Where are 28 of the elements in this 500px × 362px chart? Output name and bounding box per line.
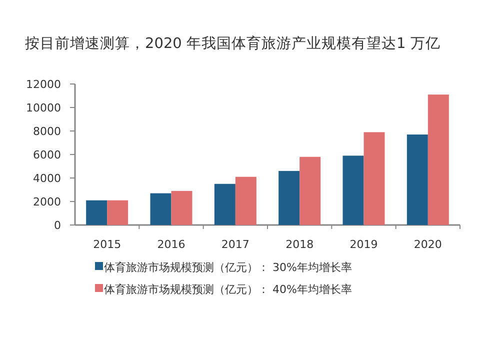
legend-label: 体育旅游市场规模预测（亿元）： 40%年均增长率	[104, 283, 352, 296]
bar	[278, 170, 300, 225]
bar	[406, 134, 428, 225]
x-tick-label: 2015	[93, 238, 122, 251]
x-tick-label: 2019	[350, 238, 378, 251]
x-tick-label: 2018	[286, 238, 314, 251]
bar	[342, 156, 364, 225]
bar	[107, 200, 128, 225]
bar	[235, 176, 256, 225]
y-tick-label: 2000	[33, 196, 61, 208]
x-tick-label: 2017	[221, 238, 250, 251]
y-tick-label: 12000	[26, 78, 61, 91]
y-tick-label: 8000	[33, 125, 61, 138]
chart-title: 按目前增速测算，2020 年我国体育旅游产业规模有望达1 万亿	[25, 35, 440, 52]
bar	[428, 94, 449, 225]
x-tick-label: 2020	[414, 238, 442, 251]
x-tick-label: 2016	[157, 238, 186, 251]
bar	[364, 132, 385, 225]
bar	[300, 156, 321, 225]
legend-label: 体育旅游市场规模预测（亿元）： 30%年均增长率	[104, 261, 352, 274]
bar	[86, 200, 108, 225]
y-tick-label: 6000	[33, 148, 61, 162]
bar	[214, 184, 236, 225]
bar	[171, 190, 192, 225]
bar	[150, 193, 172, 225]
y-tick-label: 0	[54, 219, 61, 232]
y-tick-label: 4000	[33, 172, 61, 185]
y-tick-label: 10000	[26, 102, 61, 114]
